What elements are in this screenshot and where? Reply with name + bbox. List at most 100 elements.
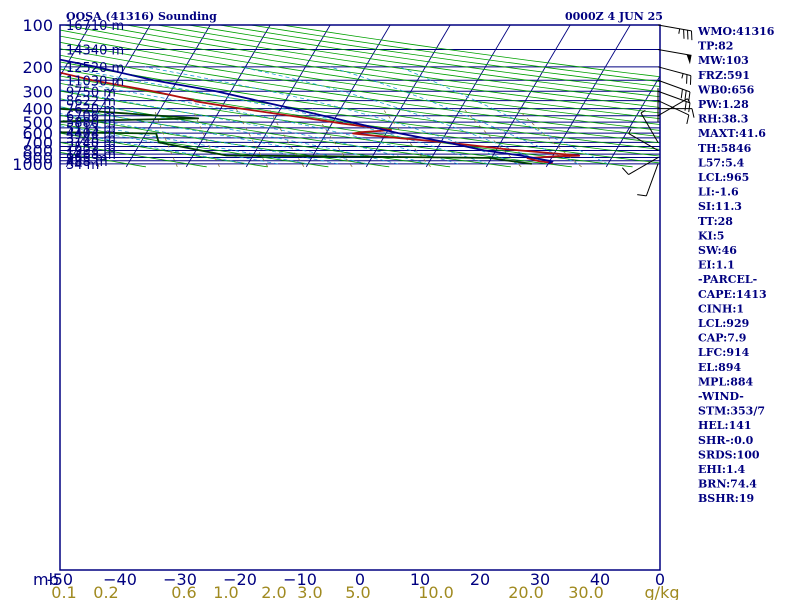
wind-barb-half-flag bbox=[678, 28, 681, 34]
stability-index: CAPE:1413 bbox=[698, 288, 767, 301]
pressure-tick-label: 400 bbox=[22, 100, 53, 119]
stability-index: RH:38.3 bbox=[698, 113, 748, 126]
dry-adiabat bbox=[60, 114, 390, 168]
stability-index: SI:11.3 bbox=[698, 200, 742, 213]
wind-barb bbox=[658, 108, 695, 118]
mixing-ratio-line bbox=[382, 108, 431, 168]
wind-barb-shaft bbox=[628, 133, 659, 151]
dry-adiabat bbox=[95, 25, 660, 108]
mixing-ratio-label: 30.0 bbox=[568, 583, 604, 600]
wind-barb-shaft bbox=[657, 79, 691, 93]
dry-adiabat bbox=[60, 54, 660, 144]
mixing-ratio-label: 1.0 bbox=[213, 583, 238, 600]
height-label: 3748 m bbox=[66, 132, 116, 147]
wind-barb bbox=[657, 98, 691, 117]
wind-barb-shaft bbox=[657, 98, 688, 117]
mixing-ratio-line bbox=[82, 108, 100, 167]
pressure-tick-label: 900 bbox=[22, 149, 53, 168]
height-label: 7620 m bbox=[66, 103, 116, 118]
mixing-ratio-line bbox=[463, 108, 522, 168]
mixing-ratio-label: 10.0 bbox=[418, 583, 454, 600]
dry-adiabat bbox=[60, 35, 660, 125]
chart-time: 0000Z 4 JUN 25 bbox=[565, 10, 663, 23]
temperature-trace bbox=[60, 71, 581, 164]
temperature-tick-label: 0 bbox=[655, 570, 665, 589]
stability-index: TP:82 bbox=[698, 40, 733, 53]
pressure-unit-label: mb bbox=[33, 570, 59, 589]
mixing-ratio-line bbox=[268, 108, 305, 168]
dry-adiabat bbox=[60, 68, 660, 157]
height-label: 12520 m bbox=[66, 61, 124, 76]
sounding-traces bbox=[60, 58, 581, 165]
wind-barb-shaft bbox=[628, 157, 659, 175]
mixing-ratio-label: 0.2 bbox=[93, 583, 118, 600]
pressure-tick-label: 800 bbox=[22, 141, 53, 160]
wind-barb-flag bbox=[688, 102, 691, 113]
mixing-ratio-label: 0.6 bbox=[171, 583, 196, 600]
moist-adiabat bbox=[60, 106, 369, 165]
wind-barb-shaft bbox=[657, 66, 691, 77]
mixing-ratio-label: 20.0 bbox=[508, 583, 544, 600]
stability-index: STM:353/7 bbox=[698, 405, 765, 418]
wind-barb-half-flag bbox=[628, 128, 632, 134]
parcel-trace bbox=[60, 58, 554, 165]
wind-barb-shaft bbox=[640, 112, 659, 143]
stability-index: LCL:965 bbox=[698, 171, 749, 184]
wind-barb-flag bbox=[686, 114, 690, 125]
wind-barb-shaft bbox=[657, 90, 691, 104]
stability-index: WB0:656 bbox=[697, 83, 755, 96]
stability-index: SW:46 bbox=[698, 244, 737, 257]
wind-barb bbox=[657, 24, 693, 41]
stability-index: PW:1.28 bbox=[698, 98, 749, 111]
mixing-ratio-unit: g/kg bbox=[645, 583, 680, 600]
height-label: 4404 m bbox=[66, 127, 116, 142]
stability-index: HEL:141 bbox=[698, 419, 752, 432]
stability-index: TH:5846 bbox=[698, 142, 752, 155]
wind-barb bbox=[657, 48, 692, 65]
pressure-tick-label: 200 bbox=[22, 58, 53, 77]
isotherm-line bbox=[185, 25, 271, 168]
height-label: 11030 m bbox=[66, 74, 124, 89]
stability-index: EI:1.1 bbox=[698, 259, 735, 272]
wind-barb-shaft bbox=[657, 100, 690, 116]
wind-barb-flag bbox=[684, 90, 687, 100]
wind-barb-flag bbox=[637, 194, 647, 197]
stability-index: EL:894 bbox=[698, 361, 741, 374]
wind-barbs bbox=[621, 24, 695, 197]
wind-barb bbox=[657, 90, 691, 113]
dry-adiabat bbox=[157, 25, 660, 98]
wind-barb-flag bbox=[688, 91, 691, 102]
stability-index: LI:-1.6 bbox=[698, 186, 739, 199]
temperature-tick-label: 20 bbox=[470, 570, 490, 589]
height-label: 5880 m bbox=[66, 116, 116, 131]
temperature-tick-label: -50 bbox=[47, 570, 73, 589]
dry-adiabat bbox=[60, 75, 660, 164]
stability-index: LFC:914 bbox=[698, 346, 750, 359]
stability-index: BRN:74.4 bbox=[698, 478, 757, 491]
stability-index: LCL:929 bbox=[698, 317, 749, 330]
mixing-ratio-label: 2.0 bbox=[261, 583, 286, 600]
stability-index: TT:28 bbox=[698, 215, 733, 228]
height-label: 2552 m bbox=[66, 141, 116, 156]
wind-barb-half-flag bbox=[681, 73, 684, 79]
wind-barb-half-flag bbox=[687, 98, 691, 104]
dry-adiabat bbox=[126, 25, 660, 103]
dry-adiabat bbox=[60, 123, 329, 168]
stability-index: MAXT:41.6 bbox=[698, 127, 766, 140]
stability-index: KI:5 bbox=[698, 229, 724, 242]
wind-barb-shaft bbox=[657, 24, 692, 32]
stability-index: WMO:41316 bbox=[697, 25, 775, 38]
moist-adiabat bbox=[60, 130, 249, 165]
isotherm-line bbox=[545, 25, 631, 168]
isotherm-line bbox=[365, 25, 451, 168]
height-label: 34 m bbox=[66, 158, 99, 173]
moist-adiabat bbox=[399, 66, 609, 165]
pressure-tick-label: 700 bbox=[22, 133, 53, 152]
wind-barb-shaft bbox=[645, 163, 659, 197]
temperature-tick-label: −40 bbox=[103, 570, 137, 589]
stability-index: SRDS:100 bbox=[698, 448, 760, 461]
stability-index: CAP:7.9 bbox=[698, 332, 746, 345]
stability-index: -PARCEL- bbox=[698, 273, 757, 286]
dry-adiabat bbox=[60, 61, 660, 150]
dry-adiabat bbox=[64, 25, 660, 114]
